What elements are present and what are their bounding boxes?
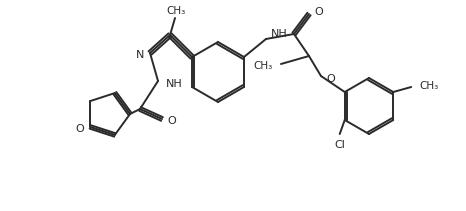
Text: CH₃: CH₃: [419, 81, 439, 91]
Text: O: O: [314, 7, 323, 17]
Text: O: O: [167, 116, 176, 126]
Text: N: N: [136, 50, 144, 60]
Text: NH: NH: [166, 79, 183, 89]
Text: Cl: Cl: [334, 140, 345, 150]
Text: CH₃: CH₃: [254, 61, 273, 71]
Text: CH₃: CH₃: [166, 6, 185, 16]
Text: O: O: [326, 74, 335, 84]
Text: O: O: [75, 124, 84, 134]
Text: NH: NH: [271, 29, 288, 39]
